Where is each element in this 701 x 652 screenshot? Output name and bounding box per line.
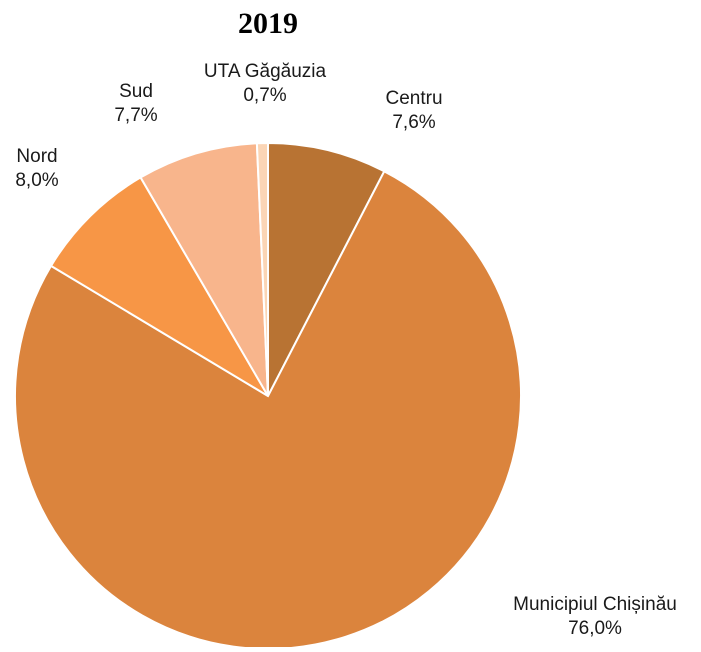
slice-value-municipiul-chisinau: 76,0% (568, 618, 622, 639)
slice-label-municipiul-chisinau: Municipiul Chișinău (513, 594, 677, 615)
slice-label-sud: Sud (119, 81, 153, 102)
slice-label-nord: Nord (16, 146, 57, 167)
slice-value-sud: 7,7% (114, 105, 157, 126)
slice-label-centru: Centru (385, 88, 442, 109)
slice-label-uta-gagauzia: UTA Găgăuzia (204, 61, 327, 82)
slice-value-centru: 7,6% (392, 112, 435, 133)
chart-title: 2019 (238, 7, 298, 40)
pie-slice-nord (49, 176, 269, 397)
pie-slices (14, 141, 523, 650)
pie-slice-sud (139, 142, 269, 397)
slice-value-nord: 8,0% (15, 170, 58, 191)
pie-labels: Centru 7,6% Municipiul Chișinău 76,0% Nord 8,… (15, 61, 677, 639)
pie-slice-municipiul-chisinau (14, 169, 523, 650)
pie-slice-uta-gagauzia (255, 141, 269, 397)
slice-value-uta-gagauzia: 0,7% (243, 85, 286, 106)
pie-slice-centru (267, 141, 386, 397)
